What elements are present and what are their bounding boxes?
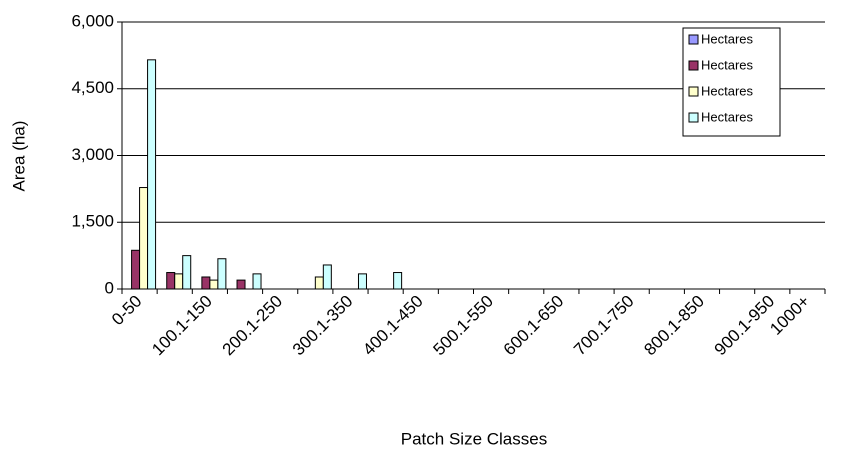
x-tick-label: 1000+ [766,292,813,339]
bar [182,255,192,290]
y-tick-label: 4,500 [71,78,114,97]
bar [147,59,157,290]
bar [252,273,262,290]
bar [174,273,184,290]
legend-swatch [688,86,699,97]
bar [357,273,367,290]
x-tick-label: 700.1-750 [570,292,638,360]
bar [314,276,324,290]
legend-label: Hectares [701,31,754,46]
legend-label: Hectares [701,83,754,98]
x-tick-label: 500.1-550 [429,292,497,360]
bar [217,258,227,290]
bar [201,276,211,290]
bar [166,272,176,290]
legend-swatch [688,34,699,45]
legend-label: Hectares [701,57,754,72]
x-axis-label: Patch Size Classes [401,429,547,448]
y-tick-label: 1,500 [71,212,114,231]
legend-swatch [688,112,699,123]
y-axis-label: Area (ha) [9,121,28,192]
x-tick-label: 200.1-250 [219,292,287,360]
y-tick-label: 6,000 [71,11,114,30]
bar [139,187,149,290]
bar [209,279,219,290]
legend-label: Hectares [701,109,754,124]
y-tick-label: 3,000 [71,145,114,164]
legend-swatch [688,60,699,71]
bar [322,264,332,290]
bar [131,249,141,290]
x-tick-label: 100.1-150 [148,292,216,360]
bar [236,279,246,290]
bar [393,272,403,290]
x-tick-label: 400.1-450 [359,292,427,360]
x-tick-label: 800.1-850 [640,292,708,360]
x-tick-label: 300.1-350 [289,292,357,360]
y-tick-label: 0 [105,278,114,297]
x-tick-label: 600.1-650 [500,292,568,360]
legend-box [682,27,781,137]
